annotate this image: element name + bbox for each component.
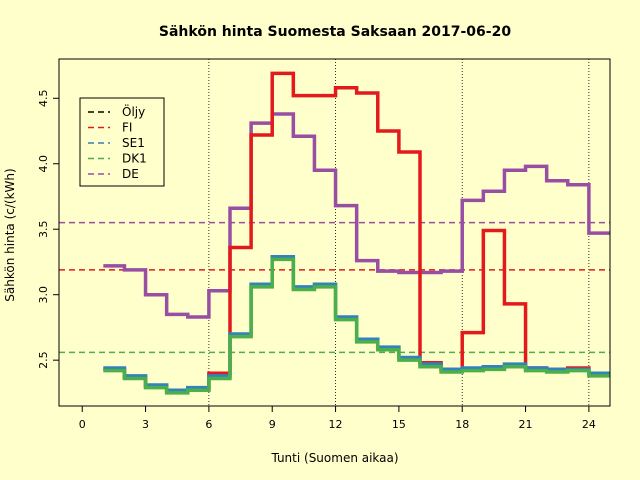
x-tick-label: 0 <box>79 418 86 431</box>
y-tick-label: 4.0 <box>37 155 50 173</box>
y-tick-label: 2.5 <box>37 351 50 369</box>
x-tick-label: 3 <box>142 418 149 431</box>
chart-title: Sähkön hinta Suomesta Saksaan 2017-06-20 <box>159 24 511 40</box>
x-tick-label: 15 <box>392 418 406 431</box>
x-axis-label: Tunti (Suomen aikaa) <box>270 451 398 465</box>
legend-label: Öljy <box>122 103 145 119</box>
plot-frame <box>58 58 611 407</box>
y-tick-label: 3.0 <box>37 286 50 304</box>
x-tick-label: 6 <box>205 418 212 431</box>
y-tick-label: 4.5 <box>37 90 50 108</box>
x-tick-label: 9 <box>269 418 276 431</box>
series-line-de <box>103 112 610 319</box>
legend-label: DK1 <box>122 152 147 166</box>
x-tick-label: 21 <box>519 418 533 431</box>
legend-label: DE <box>122 167 139 181</box>
y-tick-label: 3.5 <box>37 220 50 238</box>
y-axis-label: Sähkön hinta (c/(kWh) <box>3 168 17 301</box>
series-line-dk1 <box>103 257 610 395</box>
x-tick-label: 18 <box>455 418 469 431</box>
x-tick-label: 24 <box>582 418 596 431</box>
x-tick-label: 12 <box>329 418 343 431</box>
legend-label: FI <box>122 121 132 135</box>
legend-label: SE1 <box>122 136 145 150</box>
